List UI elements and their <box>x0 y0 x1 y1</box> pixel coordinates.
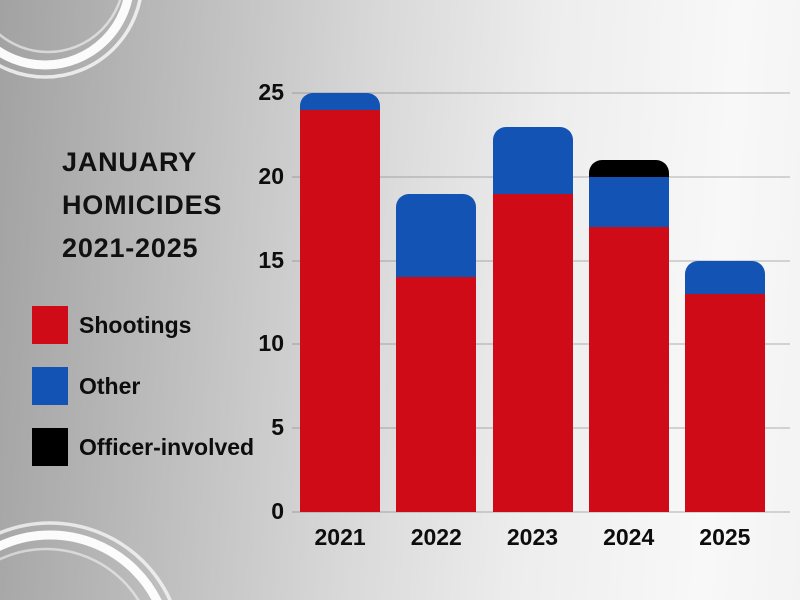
legend-item-officer-involved: Officer-involved <box>32 428 254 466</box>
x-axis-label-2024: 2024 <box>603 524 655 550</box>
bar-2022 <box>396 193 477 512</box>
legend-item-shootings: Shootings <box>32 306 254 344</box>
legend-label-officer-involved: Officer-involved <box>79 433 255 460</box>
bar-segment-2022-shootings <box>396 277 477 512</box>
legend-label-shootings: Shootings <box>79 311 192 338</box>
x-axis-label-2025: 2025 <box>699 524 751 550</box>
x-axis-label-2021: 2021 <box>314 524 366 550</box>
chart-title-line-3: 2021-2025 <box>62 233 199 263</box>
bar-segment-2022-other <box>396 193 477 278</box>
bar-segment-2025-other <box>684 260 765 295</box>
legend-label-other: Other <box>79 372 141 399</box>
chart-title: JANUARY HOMICIDES 2021-2025 <box>62 141 222 270</box>
y-axis-tick-0: 0 <box>271 498 284 524</box>
legend-swatch-other <box>32 367 68 405</box>
gridline-0 <box>292 511 790 513</box>
gridline-25 <box>292 92 790 94</box>
bar-2024 <box>588 160 669 512</box>
chart-title-line-1: JANUARY <box>62 147 198 177</box>
y-axis-tick-20: 20 <box>258 162 284 189</box>
legend-swatch-officer-involved <box>32 428 68 466</box>
bar-2025 <box>684 260 765 512</box>
y-axis-tick-25: 25 <box>258 79 284 105</box>
y-axis-tick-15: 15 <box>258 246 284 273</box>
bar-2023 <box>492 126 573 512</box>
legend-item-other: Other <box>32 367 254 405</box>
y-axis-tick-5: 5 <box>271 414 284 441</box>
chart-title-line-2: HOMICIDES <box>62 190 223 220</box>
bar-segment-2024-officer-involved <box>588 160 669 177</box>
bar-segment-2023-other <box>492 126 573 194</box>
bar-2021 <box>300 93 381 512</box>
y-axis-tick-10: 10 <box>258 330 284 357</box>
bar-segment-2025-shootings <box>684 294 765 512</box>
bar-segment-2023-shootings <box>492 193 573 512</box>
bar-segment-2021-shootings <box>300 109 381 512</box>
bar-segment-2024-shootings <box>588 227 669 512</box>
bar-segment-2024-other <box>588 176 669 228</box>
x-axis-label-2023: 2023 <box>506 524 559 550</box>
legend: Shootings Other Officer-involved <box>32 306 254 489</box>
x-axis-label-2022: 2022 <box>410 524 462 550</box>
bar-segment-2021-other <box>300 93 381 110</box>
legend-swatch-shootings <box>32 306 68 344</box>
